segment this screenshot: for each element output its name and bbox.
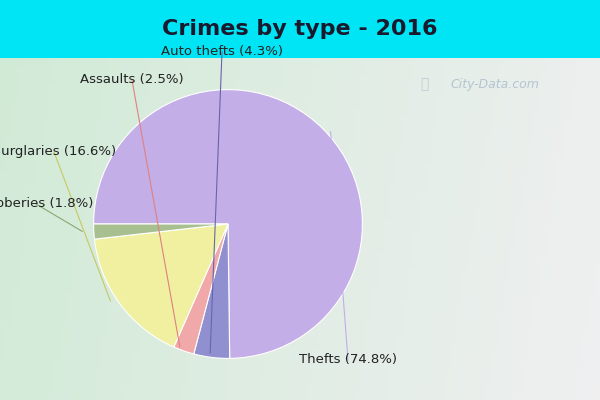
Wedge shape [174,224,228,354]
Text: Thefts (74.8%): Thefts (74.8%) [299,354,397,366]
Text: Assaults (2.5%): Assaults (2.5%) [80,74,184,86]
Text: City-Data.com: City-Data.com [450,78,539,91]
Text: Burglaries (16.6%): Burglaries (16.6%) [0,146,116,158]
Text: Auto thefts (4.3%): Auto thefts (4.3%) [161,46,283,58]
Text: Robberies (1.8%): Robberies (1.8%) [0,198,93,210]
Text: ⓘ: ⓘ [420,77,428,91]
Wedge shape [94,224,228,347]
Wedge shape [194,224,230,358]
Wedge shape [94,90,362,358]
Text: Crimes by type - 2016: Crimes by type - 2016 [162,19,438,39]
Wedge shape [94,224,228,239]
